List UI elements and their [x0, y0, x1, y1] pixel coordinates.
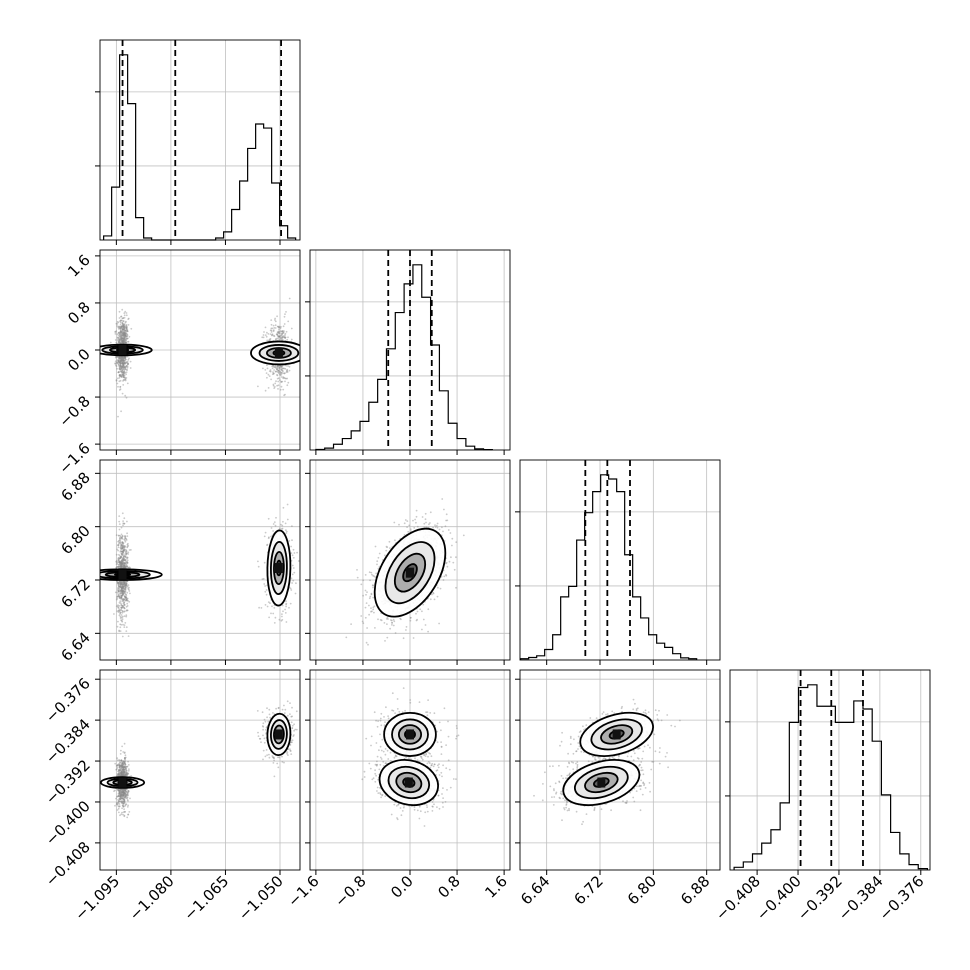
- contour-line: [378, 759, 439, 807]
- axes-frame: [99, 669, 301, 871]
- peak-marker: [274, 729, 283, 740]
- x-tick-label: −0.400: [753, 872, 805, 924]
- contour-line: [600, 724, 634, 745]
- x-tick-label: 6.88: [677, 872, 713, 908]
- peak-marker: [612, 729, 621, 740]
- axes-frame: [99, 459, 301, 661]
- scatter-panel-1-3: −1.6 −0.8 0.0 0.8 1.6: [284, 669, 511, 911]
- y-tick-label: −1.6: [55, 439, 93, 477]
- axes-frame: [309, 459, 511, 661]
- x-tick-label: −1.6: [284, 872, 322, 910]
- y-tick-label: −0.400: [42, 797, 94, 849]
- y-tick-label: −0.408: [42, 838, 94, 890]
- peak-marker: [274, 563, 283, 573]
- contour-line: [383, 711, 437, 757]
- axes-frame: [309, 249, 511, 451]
- contour-line: [258, 344, 300, 362]
- scatter-panel-0-2: 6.646.726.806.88: [57, 459, 301, 665]
- scatter-panel-0-3: −1.095 −1.080 −1.065 −1.050−0.408−0.400−0.3…: [42, 669, 301, 924]
- scatter-panel-0-1: −1.6 −0.8 0.0 0.8 1.6: [55, 249, 301, 478]
- contour-line: [579, 711, 654, 757]
- axes-frame: [729, 669, 931, 871]
- x-tick-label: 6.80: [624, 872, 660, 908]
- x-tick-label: −0.392: [794, 872, 846, 924]
- x-tick-label: 0.8: [434, 872, 464, 902]
- contour-line: [397, 724, 423, 745]
- x-tick-label: 6.72: [570, 872, 606, 908]
- y-tick-label: −0.8: [55, 392, 93, 430]
- y-tick-label: 6.72: [57, 575, 93, 611]
- scatter-panel-1-2: [305, 459, 511, 665]
- x-tick-label: −1.080: [126, 872, 178, 924]
- peak-marker: [274, 347, 283, 358]
- contour-line: [273, 550, 285, 586]
- contour-line: [402, 563, 418, 583]
- x-tick-label: −0.376: [876, 872, 928, 924]
- peak-marker: [597, 777, 606, 788]
- contour-line: [590, 718, 643, 751]
- x-tick-label: 0.0: [387, 872, 417, 902]
- contour-line: [384, 541, 436, 605]
- y-tick-label: 6.64: [57, 628, 93, 664]
- contour-line: [395, 771, 423, 794]
- density-layer: [361, 687, 460, 827]
- contour-line: [266, 712, 292, 757]
- contour-line: [273, 724, 285, 745]
- contour-line: [387, 765, 431, 800]
- peak-marker: [406, 567, 414, 578]
- contour-line: [393, 552, 427, 593]
- scatter-panel-2-3: 6.64 6.72 6.80 6.88: [515, 669, 721, 908]
- histogram-1: [315, 264, 493, 451]
- density-layer: [345, 498, 465, 646]
- x-tick-label: 6.64: [517, 872, 553, 908]
- contour-line: [100, 568, 163, 581]
- contour-line: [270, 719, 288, 750]
- hist-panel-2: [515, 459, 721, 665]
- peak-marker: [404, 777, 413, 788]
- y-tick-label: −0.384: [42, 715, 94, 767]
- contour-line: [584, 771, 619, 794]
- y-tick-label: 6.80: [57, 522, 93, 558]
- peak-marker: [118, 345, 127, 355]
- y-tick-label: 0.8: [64, 298, 94, 328]
- contour-line: [574, 765, 629, 800]
- x-tick-label: −0.408: [712, 872, 764, 924]
- density-layer: [533, 698, 681, 826]
- x-tick-label: −0.8: [331, 872, 369, 910]
- density-layer: [100, 503, 300, 638]
- histogram-3: [733, 684, 929, 870]
- contour-line: [250, 340, 300, 366]
- y-tick-label: 1.6: [64, 251, 94, 281]
- contour-line: [100, 343, 153, 357]
- density-layer: [100, 297, 300, 418]
- contour-line: [373, 527, 447, 618]
- axes-frame: [519, 669, 721, 871]
- hist-panel-0: [95, 39, 301, 245]
- peak-marker: [118, 569, 127, 580]
- x-tick-label: −0.384: [835, 872, 887, 924]
- contour-line: [562, 759, 641, 807]
- y-tick-label: −0.392: [42, 756, 94, 808]
- x-tick-label: −1.095: [71, 872, 123, 924]
- axes-frame: [309, 669, 511, 871]
- y-tick-label: 0.0: [64, 345, 94, 375]
- histogram-2: [520, 474, 698, 660]
- hist-panel-1: [305, 249, 511, 455]
- peak-marker: [406, 729, 414, 740]
- contour-line: [100, 776, 146, 789]
- contour-line: [266, 529, 292, 607]
- contour-line: [391, 718, 429, 751]
- density-layer: [100, 700, 298, 819]
- x-tick-label: 1.6: [481, 872, 511, 902]
- axes-frame: [99, 39, 301, 241]
- x-tick-label: −1.065: [180, 872, 232, 924]
- x-tick-label: −1.050: [235, 872, 287, 924]
- peak-marker: [118, 777, 127, 788]
- axes-frame: [519, 459, 721, 661]
- contour-line: [269, 541, 288, 595]
- hist-panel-3: −0.408−0.400−0.392−0.384−0.376: [712, 669, 931, 924]
- axes-frame: [99, 249, 301, 451]
- y-tick-label: −0.376: [42, 674, 94, 726]
